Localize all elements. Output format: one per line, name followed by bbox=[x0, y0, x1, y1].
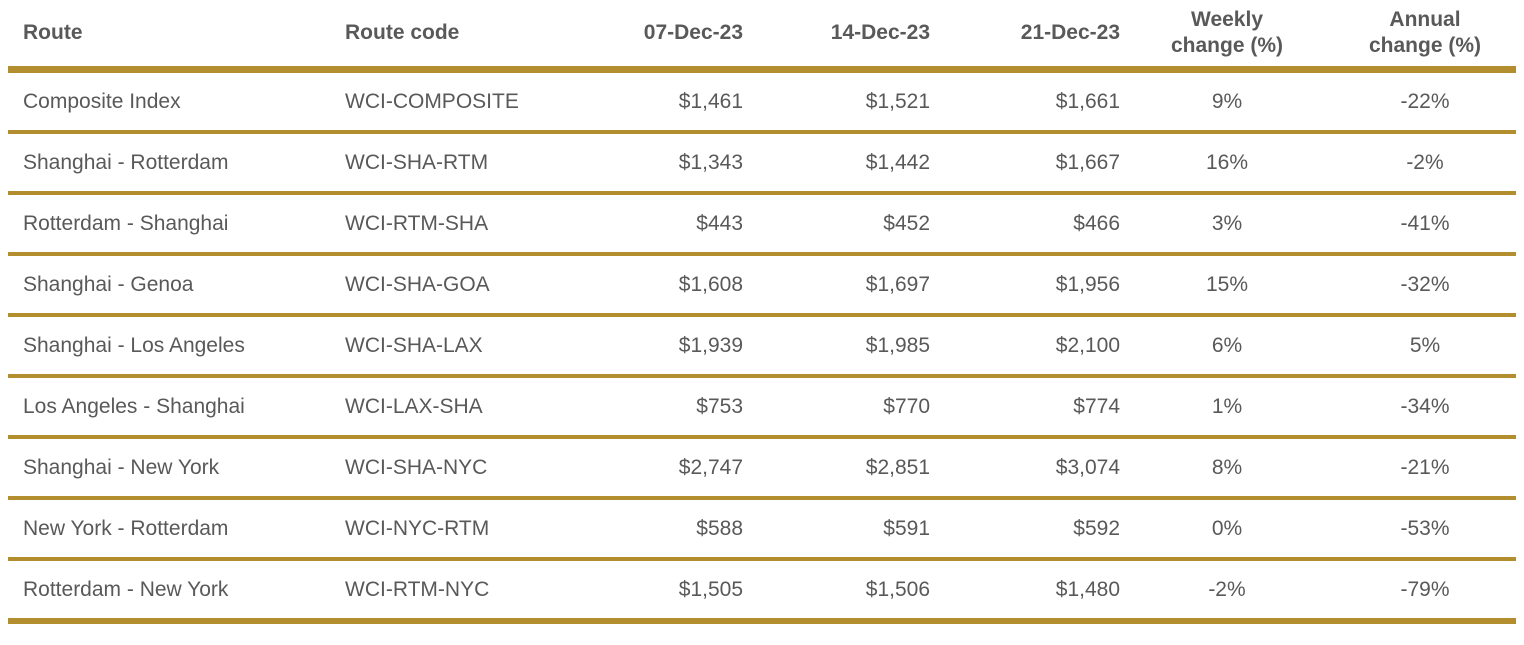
cell-weekly-change: 0% bbox=[1120, 498, 1334, 561]
cell-price: $452 bbox=[743, 193, 930, 256]
cell-route: Shanghai - New York bbox=[8, 437, 322, 500]
cell-route: Shanghai - Rotterdam bbox=[8, 132, 322, 195]
cell-annual-change: -22% bbox=[1334, 69, 1516, 134]
cell-route: Los Angeles - Shanghai bbox=[8, 376, 322, 439]
cell-price: $1,461 bbox=[572, 69, 743, 134]
cell-route-code: WCI-SHA-NYC bbox=[322, 437, 572, 500]
cell-price: $1,661 bbox=[930, 69, 1120, 134]
cell-price: $591 bbox=[743, 498, 930, 561]
cell-price: $3,074 bbox=[930, 437, 1120, 500]
cell-price: $2,851 bbox=[743, 437, 930, 500]
cell-route: Shanghai - Los Angeles bbox=[8, 315, 322, 378]
cell-price: $1,985 bbox=[743, 315, 930, 378]
table-row: Shanghai - New York WCI-SHA-NYC $2,747 $… bbox=[8, 437, 1516, 500]
cell-price: $770 bbox=[743, 376, 930, 439]
cell-price: $753 bbox=[572, 376, 743, 439]
column-header-date-14-dec: 14-Dec-23 bbox=[743, 0, 930, 73]
cell-weekly-change: 1% bbox=[1120, 376, 1334, 439]
cell-annual-change: -41% bbox=[1334, 193, 1516, 256]
table-row: Shanghai - Genoa WCI-SHA-GOA $1,608 $1,6… bbox=[8, 254, 1516, 317]
cell-price: $592 bbox=[930, 498, 1120, 561]
table-header-row: Route Route code 07-Dec-23 14-Dec-23 21-… bbox=[8, 0, 1516, 73]
cell-price: $466 bbox=[930, 193, 1120, 256]
cell-route-code: WCI-LAX-SHA bbox=[322, 376, 572, 439]
table-row: Composite Index WCI-COMPOSITE $1,461 $1,… bbox=[8, 69, 1516, 134]
table-row: Rotterdam - New York WCI-RTM-NYC $1,505 … bbox=[8, 559, 1516, 624]
cell-annual-change: -34% bbox=[1334, 376, 1516, 439]
column-header-annual-change: Annual change (%) bbox=[1334, 0, 1516, 73]
cell-annual-change: -2% bbox=[1334, 132, 1516, 195]
cell-weekly-change: 9% bbox=[1120, 69, 1334, 134]
cell-weekly-change: 3% bbox=[1120, 193, 1334, 256]
cell-annual-change: -79% bbox=[1334, 559, 1516, 624]
cell-annual-change: -32% bbox=[1334, 254, 1516, 317]
cell-price: $1,506 bbox=[743, 559, 930, 624]
cell-price: $1,697 bbox=[743, 254, 930, 317]
cell-price: $443 bbox=[572, 193, 743, 256]
cell-route-code: WCI-SHA-RTM bbox=[322, 132, 572, 195]
cell-annual-change: -21% bbox=[1334, 437, 1516, 500]
cell-route-code: WCI-NYC-RTM bbox=[322, 498, 572, 561]
cell-price: $1,505 bbox=[572, 559, 743, 624]
cell-weekly-change: 16% bbox=[1120, 132, 1334, 195]
cell-price: $1,480 bbox=[930, 559, 1120, 624]
cell-price: $588 bbox=[572, 498, 743, 561]
cell-route-code: WCI-SHA-LAX bbox=[322, 315, 572, 378]
cell-annual-change: 5% bbox=[1334, 315, 1516, 378]
table-row: Los Angeles - Shanghai WCI-LAX-SHA $753 … bbox=[8, 376, 1516, 439]
cell-weekly-change: -2% bbox=[1120, 559, 1334, 624]
cell-route: Rotterdam - New York bbox=[8, 559, 322, 624]
cell-route-code: WCI-SHA-GOA bbox=[322, 254, 572, 317]
cell-price: $1,956 bbox=[930, 254, 1120, 317]
cell-route: Rotterdam - Shanghai bbox=[8, 193, 322, 256]
cell-price: $1,442 bbox=[743, 132, 930, 195]
cell-price: $1,521 bbox=[743, 69, 930, 134]
cell-route: Composite Index bbox=[8, 69, 322, 134]
table-row: New York - Rotterdam WCI-NYC-RTM $588 $5… bbox=[8, 498, 1516, 561]
cell-weekly-change: 6% bbox=[1120, 315, 1334, 378]
cell-route: Shanghai - Genoa bbox=[8, 254, 322, 317]
column-header-weekly-change: Weekly change (%) bbox=[1120, 0, 1334, 73]
cell-price: $1,343 bbox=[572, 132, 743, 195]
table-row: Shanghai - Rotterdam WCI-SHA-RTM $1,343 … bbox=[8, 132, 1516, 195]
cell-weekly-change: 8% bbox=[1120, 437, 1334, 500]
column-header-route-code: Route code bbox=[322, 0, 572, 73]
column-header-date-21-dec: 21-Dec-23 bbox=[930, 0, 1120, 73]
cell-price: $1,667 bbox=[930, 132, 1120, 195]
cell-route: New York - Rotterdam bbox=[8, 498, 322, 561]
column-header-route: Route bbox=[8, 0, 322, 73]
wci-rates-table: Route Route code 07-Dec-23 14-Dec-23 21-… bbox=[8, 0, 1516, 624]
cell-route-code: WCI-RTM-NYC bbox=[322, 559, 572, 624]
cell-price: $1,939 bbox=[572, 315, 743, 378]
table-row: Shanghai - Los Angeles WCI-SHA-LAX $1,93… bbox=[8, 315, 1516, 378]
cell-weekly-change: 15% bbox=[1120, 254, 1334, 317]
table-row: Rotterdam - Shanghai WCI-RTM-SHA $443 $4… bbox=[8, 193, 1516, 256]
cell-price: $2,100 bbox=[930, 315, 1120, 378]
cell-route-code: WCI-RTM-SHA bbox=[322, 193, 572, 256]
cell-annual-change: -53% bbox=[1334, 498, 1516, 561]
cell-price: $2,747 bbox=[572, 437, 743, 500]
column-header-date-07-dec: 07-Dec-23 bbox=[572, 0, 743, 73]
cell-price: $774 bbox=[930, 376, 1120, 439]
cell-price: $1,608 bbox=[572, 254, 743, 317]
cell-route-code: WCI-COMPOSITE bbox=[322, 69, 572, 134]
